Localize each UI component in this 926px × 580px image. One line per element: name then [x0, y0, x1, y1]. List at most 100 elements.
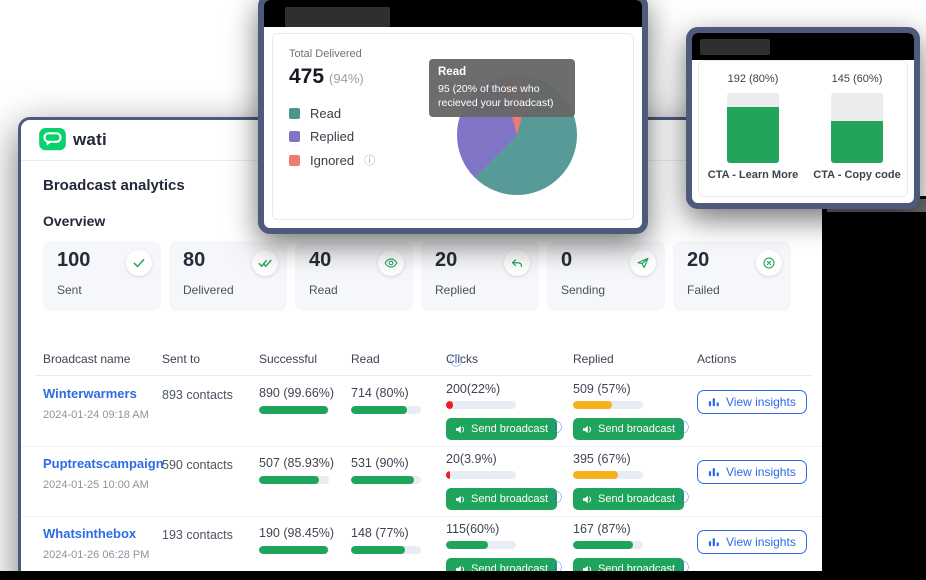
read-bar [351, 406, 421, 414]
stat-value: 0 [561, 249, 573, 271]
total-delivered-popup: Total Delivered 475 (94%) Read Replied Ig… [258, 0, 648, 234]
megaphone-icon [583, 495, 592, 503]
table-header-rule [35, 375, 812, 376]
double-check-icon [252, 250, 278, 276]
col-successful: Successful [259, 352, 318, 366]
popup-title-band [264, 0, 642, 27]
tooltip-body: 95 (20% of those who recieved your broad… [438, 83, 554, 110]
stat-label: Sent [57, 283, 82, 297]
broadcast-name-link[interactable]: Puptreatscampaign [43, 456, 164, 471]
col-replied: Replied [573, 352, 614, 366]
wati-logo[interactable]: wati [39, 128, 107, 152]
ignored-info-icon[interactable]: ⓘ [364, 155, 376, 167]
replied-bar [573, 471, 643, 479]
stat-card-sent: 100 Sent [43, 241, 161, 311]
cta-bar-name: CTA - Copy code [813, 169, 901, 181]
send-broadcast-button[interactable]: Send broadcast [446, 418, 558, 440]
broadcast-date: 2024-01-25 10:00 AM [43, 479, 149, 491]
read-value: 148 (77%) [351, 526, 409, 540]
send-broadcast-button[interactable]: Send broadcast [573, 488, 685, 510]
stat-label: Failed [687, 283, 720, 297]
legend-swatch [289, 154, 300, 166]
cta-bar[interactable] [727, 93, 779, 163]
tooltip-title: Read [438, 66, 467, 78]
replied-value: 509 (57%) [573, 382, 631, 396]
redacted-title [700, 39, 770, 55]
broadcast-name-link[interactable]: Winterwarmers [43, 386, 137, 401]
send-broadcast-button[interactable]: Send broadcast [446, 488, 558, 510]
stat-card-replied: 20 Replied [421, 241, 539, 311]
read-value: 714 (80%) [351, 386, 409, 400]
broadcast-date: 2024-01-24 09:18 AM [43, 409, 149, 421]
info-icon[interactable]: ⓘ [676, 490, 690, 505]
info-icon[interactable]: ⓘ [676, 560, 690, 575]
stat-label: Replied [435, 283, 476, 297]
table-row: Puptreatscampaign 2024-01-25 10:00 AM 59… [21, 446, 826, 517]
megaphone-icon [583, 425, 592, 433]
stat-value: 20 [687, 249, 710, 271]
stat-label: Sending [561, 283, 606, 297]
cta-bar-name: CTA - Learn More [707, 169, 799, 181]
cta-clicks-popup: 192 (80%) CTA - Learn More 145 (60%) CTA… [686, 27, 920, 209]
clicks-value: 200(22%) [446, 382, 501, 396]
info-icon[interactable]: ⓘ [549, 420, 563, 435]
table-header: Broadcast name Sent to Successful Read C… [43, 352, 737, 368]
bar-chart-icon [708, 538, 719, 547]
table-row: Winterwarmers 2024-01-24 09:18 AM 893 co… [21, 376, 826, 447]
stat-card-sending: 0 Sending [547, 241, 665, 311]
replied-bar [573, 541, 643, 549]
read-bar [351, 476, 421, 484]
stat-value: 20 [435, 249, 458, 271]
clicks-bar [446, 541, 516, 549]
info-icon[interactable]: ⓘ [549, 490, 563, 505]
clicks-value: 115(60%) [446, 522, 500, 536]
view-insights-button[interactable]: View insights [697, 460, 807, 484]
pie-tooltip: Read 95 (20% of those who recieved your … [429, 59, 575, 118]
col-sent-to: Sent to [162, 352, 201, 366]
legend-swatch [289, 131, 300, 142]
col-read: Read [351, 352, 380, 366]
cta-bar[interactable] [831, 93, 883, 163]
check-icon [126, 250, 152, 276]
pie-legend: Read Replied Ignored ⓘ [289, 106, 375, 168]
legend-item-read: Read [289, 106, 375, 121]
bar-chart-icon [708, 398, 719, 407]
view-insights-button[interactable]: View insights [697, 390, 807, 414]
info-icon[interactable]: ⓘ [549, 560, 563, 575]
total-delivered-label: Total Delivered [289, 48, 362, 60]
total-delivered-percent: (94%) [329, 71, 364, 86]
stat-card-delivered: 80 Delivered [169, 241, 287, 311]
info-icon[interactable]: ⓘ [676, 420, 690, 435]
redacted-right-region [822, 196, 926, 580]
eye-icon [378, 250, 404, 276]
send-broadcast-button[interactable]: Send broadcast [573, 418, 685, 440]
reply-icon [504, 250, 530, 276]
cta-bar-value: 192 (80%) [727, 73, 779, 85]
successful-bar [259, 476, 329, 484]
wati-logo-icon [39, 128, 66, 151]
replied-value: 395 (67%) [573, 452, 631, 466]
legend-swatch [289, 108, 300, 119]
successful-value: 507 (85.93%) [259, 456, 335, 470]
stat-value: 80 [183, 249, 206, 271]
stat-card-failed: 20 Failed [673, 241, 791, 311]
megaphone-icon [456, 425, 465, 433]
broadcast-name-link[interactable]: Whatsinthebox [43, 526, 137, 541]
cta-bar-group: 145 (60%) CTA - Copy code [805, 61, 909, 196]
view-insights-button[interactable]: View insights [697, 530, 807, 554]
delivered-panel: Total Delivered 475 (94%) Read Replied Ig… [272, 33, 634, 220]
section-title: Overview [43, 213, 106, 229]
megaphone-icon [456, 495, 465, 503]
stat-label: Delivered [183, 283, 234, 297]
stat-card-read: 40 Read [295, 241, 413, 311]
send-icon [630, 250, 656, 276]
clicks-info-icon[interactable]: ⓘ [450, 354, 463, 368]
cta-bar-group: 192 (80%) CTA - Learn More [701, 61, 805, 196]
clicks-bar [446, 401, 516, 409]
replied-value: 167 (87%) [573, 522, 631, 536]
bar-chart-icon [708, 468, 719, 477]
broadcast-date: 2024-01-26 06:28 PM [43, 549, 150, 561]
legend-item-replied: Replied [289, 129, 375, 144]
sent-to-cell: 193 contacts [162, 528, 233, 542]
